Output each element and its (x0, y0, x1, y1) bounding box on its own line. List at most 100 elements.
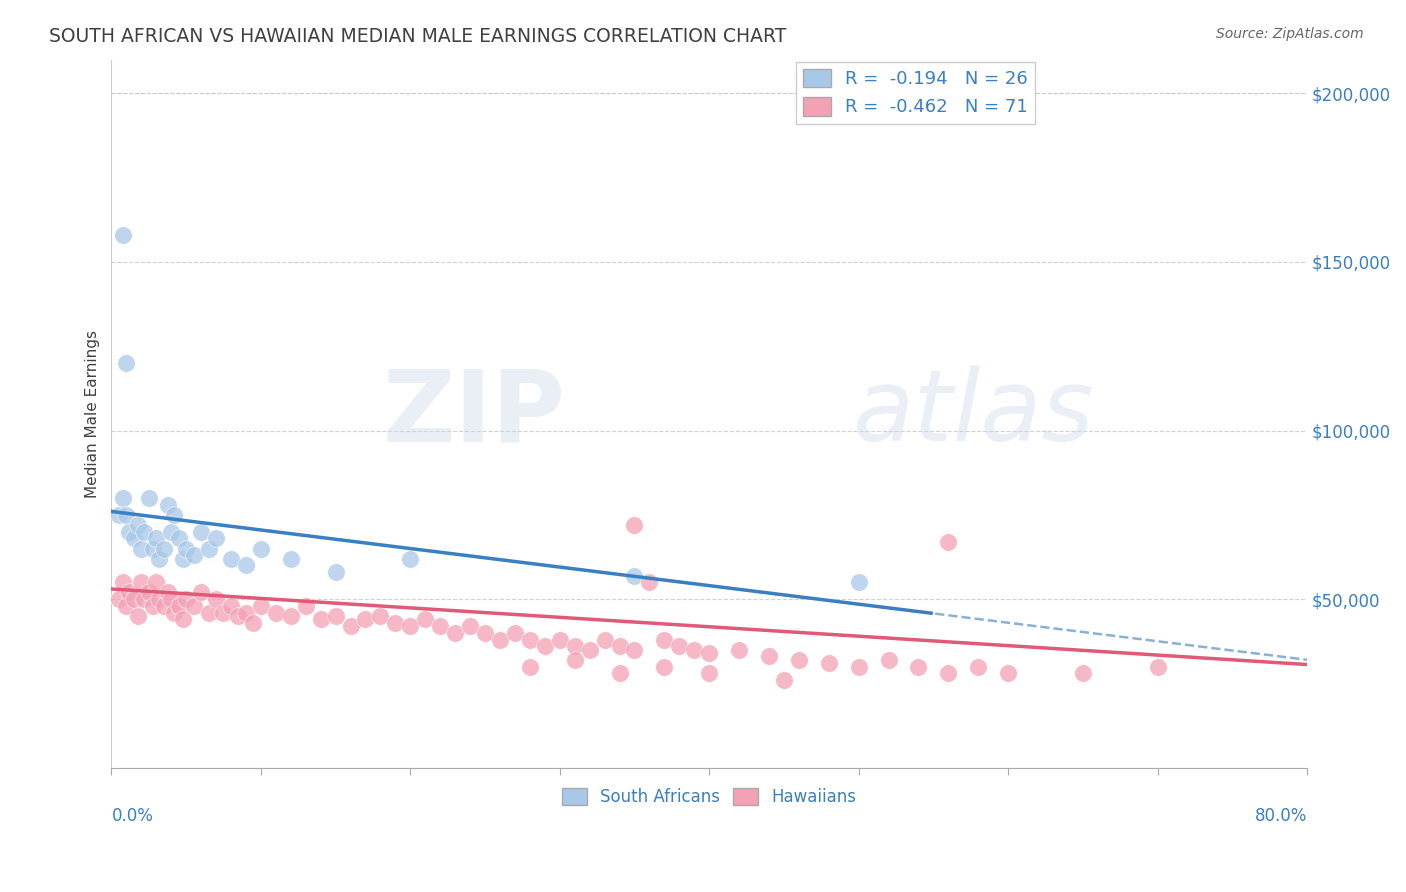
Point (280, 551, 302, 566)
Text: Source: ZipAtlas.com: Source: ZipAtlas.com (1216, 27, 1364, 41)
Point (197, 606, 219, 620)
Point (519, 659, 541, 673)
Point (160, 592, 183, 607)
Point (228, 609, 250, 624)
Point (728, 642, 751, 657)
Point (489, 632, 512, 647)
Point (370, 609, 392, 624)
Point (697, 646, 720, 660)
Point (1071, 666, 1094, 681)
Point (429, 619, 451, 633)
Point (167, 599, 190, 613)
Point (183, 599, 205, 613)
Point (638, 575, 661, 590)
Point (183, 549, 205, 563)
Text: 0.0%: 0.0% (111, 806, 153, 824)
Point (142, 541, 165, 556)
Point (122, 532, 145, 546)
Point (654, 659, 676, 673)
Point (519, 632, 541, 647)
Text: SOUTH AFRICAN VS HAWAIIAN MEDIAN MALE EARNINGS CORRELATION CHART: SOUTH AFRICAN VS HAWAIIAN MEDIAN MALE EA… (49, 27, 786, 45)
Point (138, 585, 160, 599)
Point (997, 666, 1019, 681)
Point (817, 656, 839, 670)
Point (157, 585, 180, 599)
Point (127, 517, 149, 532)
Point (250, 541, 273, 556)
Text: ZIP: ZIP (382, 365, 565, 462)
Point (623, 568, 645, 582)
Point (205, 592, 228, 607)
Point (325, 565, 347, 579)
Point (309, 612, 332, 626)
Point (654, 632, 676, 647)
Point (578, 642, 600, 657)
Point (697, 666, 720, 681)
Point (219, 599, 242, 613)
Point (212, 606, 235, 620)
Point (112, 491, 135, 505)
Point (129, 541, 152, 556)
Point (548, 632, 571, 647)
Point (758, 649, 780, 664)
Point (683, 642, 706, 657)
Point (609, 666, 631, 681)
Point (152, 541, 174, 556)
Point (250, 599, 273, 613)
Point (936, 666, 959, 681)
Point (174, 592, 197, 607)
Point (118, 585, 141, 599)
Point (174, 541, 197, 556)
Point (115, 599, 138, 613)
Point (122, 592, 145, 607)
Point (474, 625, 496, 640)
Point (145, 532, 167, 546)
Point (172, 551, 194, 566)
Point (458, 619, 481, 633)
Point (609, 640, 631, 654)
Point (1146, 659, 1168, 673)
Legend: South Africans, Hawaiians: South Africans, Hawaiians (555, 781, 863, 813)
Point (197, 541, 219, 556)
Point (444, 625, 467, 640)
Point (399, 619, 422, 633)
Point (280, 609, 302, 624)
Point (413, 612, 436, 626)
Point (242, 615, 264, 630)
Point (115, 356, 138, 370)
Point (533, 640, 555, 654)
Point (142, 599, 165, 613)
Point (190, 524, 212, 539)
Point (399, 551, 422, 566)
Point (339, 619, 361, 633)
Point (167, 532, 190, 546)
Point (219, 551, 242, 566)
Point (138, 491, 160, 505)
Point (163, 508, 186, 522)
Point (668, 640, 690, 654)
Point (148, 592, 170, 607)
Point (787, 653, 810, 667)
Text: atlas: atlas (852, 365, 1094, 462)
Point (163, 606, 186, 620)
Point (773, 673, 796, 687)
Point (235, 606, 257, 620)
Point (848, 575, 870, 590)
Point (108, 508, 131, 522)
Point (172, 612, 194, 626)
Point (134, 592, 156, 607)
Point (145, 575, 167, 590)
Point (354, 612, 377, 626)
Point (623, 517, 645, 532)
Point (848, 659, 870, 673)
Point (112, 227, 135, 242)
Point (112, 575, 135, 590)
Point (907, 659, 929, 673)
Point (967, 659, 990, 673)
Point (936, 534, 959, 549)
Point (564, 640, 586, 654)
Point (325, 609, 347, 624)
Point (160, 524, 183, 539)
Point (115, 508, 138, 522)
Text: 80.0%: 80.0% (1254, 806, 1308, 824)
